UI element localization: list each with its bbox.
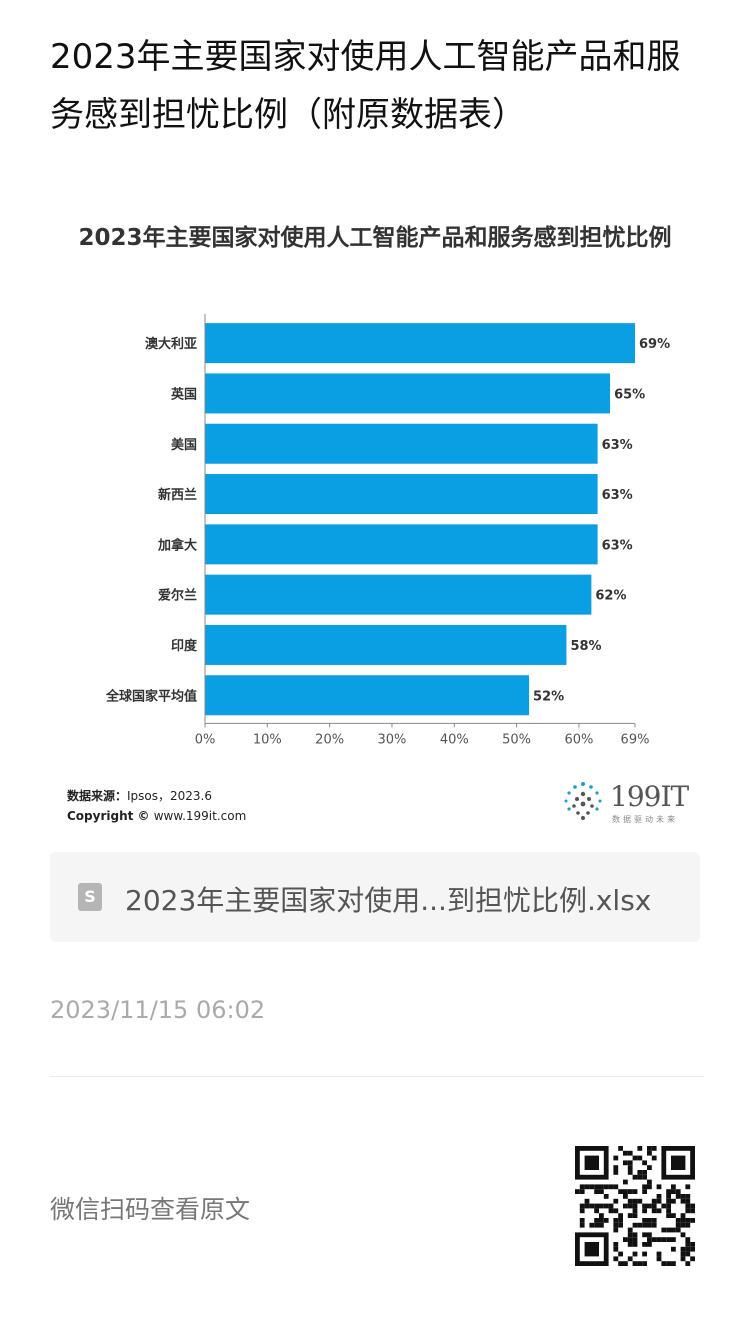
category-label: 澳大利亚 <box>145 336 197 352</box>
data-label: 63% <box>602 488 633 503</box>
data-label: 65% <box>614 387 645 402</box>
attachment-file-name[interactable]: 2023年主要国家对使用...到担忧比例.xlsx <box>125 884 652 917</box>
category-label: 爱尔兰 <box>158 588 197 604</box>
chart-title: 2023年主要国家对使用人工智能产品和服务感到担忧比例 <box>78 225 672 251</box>
data-label: 69% <box>639 337 670 352</box>
data-label: 58% <box>570 639 601 654</box>
x-tick-label: 0% <box>195 732 216 747</box>
spreadsheet-file-icon: S <box>78 883 102 911</box>
x-tick-label: 60% <box>564 732 593 747</box>
chart-bar <box>205 524 598 565</box>
article-title: 2023年主要国家对使用人工智能产品和服务感到担忧比例（附原数据表） <box>50 37 681 135</box>
data-label: 52% <box>533 689 564 704</box>
chart-bar <box>205 373 611 414</box>
qr-code-icon[interactable] <box>575 1146 695 1266</box>
chart-bar <box>205 675 530 716</box>
brand-logo: 199IT 数据驱动未来 <box>560 778 700 828</box>
source-block: 数据来源：Ipsos，2023.6 Copyright © www.199it.… <box>67 786 246 826</box>
chart-bar <box>205 423 598 464</box>
logo-dots-icon <box>564 782 602 820</box>
x-tick-label: 69% <box>621 732 650 747</box>
chart-bar <box>205 624 567 665</box>
category-label: 英国 <box>170 386 197 402</box>
attachment-card[interactable]: S 2023年主要国家对使用...到担忧比例.xlsx <box>50 852 700 942</box>
chart-bar <box>205 574 592 615</box>
x-tick-label: 10% <box>253 732 282 747</box>
source-label: 数据来源： <box>67 789 128 803</box>
data-label: 62% <box>595 589 626 604</box>
data-label: 63% <box>602 538 633 553</box>
x-tick-label: 50% <box>502 732 531 747</box>
copyright-label: Copyright © <box>67 809 150 823</box>
category-label: 加拿大 <box>157 537 197 553</box>
category-label: 美国 <box>171 437 197 453</box>
brand-slogan: 数据驱动未来 <box>612 815 678 824</box>
x-tick-label: 30% <box>378 732 407 747</box>
x-tick-label: 40% <box>440 732 469 747</box>
scan-qr-label: 微信扫码查看原文 <box>50 1195 251 1224</box>
chart-image: 2023年主要国家对使用人工智能产品和服务感到担忧比例 澳大利亚 69% 英国 65%… <box>50 200 700 840</box>
bar-chart: 澳大利亚 69% 英国 65% 美国 63% 新西兰 63% 加拿大 63% 爱尔兰 62% 印度 58%… <box>105 314 670 747</box>
x-tick-label: 20% <box>315 732 344 747</box>
category-label: 新西兰 <box>158 487 197 503</box>
category-label: 全球国家平均值 <box>105 688 197 704</box>
chart-bar <box>205 474 598 515</box>
copyright-value: www.199it.com <box>153 809 247 823</box>
data-label: 63% <box>602 438 633 453</box>
source-value: Ipsos，2023.6 <box>127 789 213 803</box>
brand-name: 199IT <box>610 780 689 813</box>
publish-timestamp: 2023/11/15 06:02 <box>50 996 266 1024</box>
chart-bar <box>205 323 635 364</box>
divider <box>50 1076 704 1077</box>
category-label: 印度 <box>171 638 198 654</box>
